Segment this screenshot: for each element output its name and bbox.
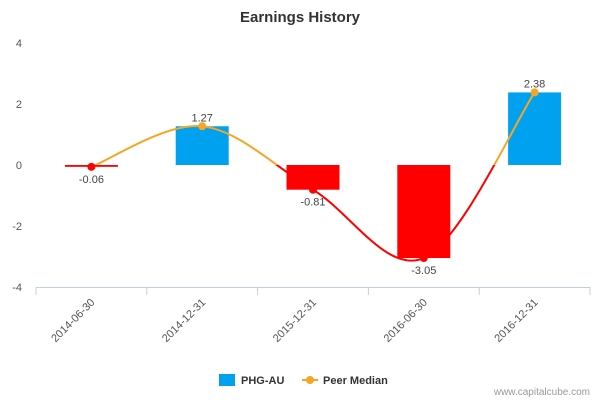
data-label: 1.27 bbox=[191, 112, 212, 124]
data-label: 2.38 bbox=[524, 78, 545, 90]
peer-median-point bbox=[198, 122, 207, 131]
x-tick-label: 2016-12-31 bbox=[492, 297, 540, 345]
chart-title: Earnings History bbox=[240, 9, 361, 26]
legend-item-peer-median[interactable]: Peer Median bbox=[302, 375, 388, 387]
x-tick-label: 2014-06-30 bbox=[49, 297, 97, 345]
data-label: -0.81 bbox=[300, 197, 325, 209]
x-tick-label: 2015-12-31 bbox=[271, 297, 319, 345]
bar bbox=[175, 126, 229, 165]
y-axis-ticks: 4 2 0 -2 -4 bbox=[12, 38, 22, 294]
y-tick-label: -4 bbox=[12, 282, 22, 294]
credit-text[interactable]: www.capitalcube.com bbox=[493, 387, 590, 398]
legend: PHG-AU Peer Median bbox=[219, 374, 388, 387]
bar bbox=[508, 92, 562, 165]
peer-median-point bbox=[419, 254, 428, 263]
data-label: -0.06 bbox=[79, 174, 104, 186]
legend-item-phg-au[interactable]: PHG-AU bbox=[219, 374, 284, 387]
peer-median-line-positive bbox=[93, 91, 536, 165]
bar-series bbox=[64, 92, 562, 259]
y-tick-label: 4 bbox=[16, 38, 22, 50]
data-labels: -0.06 1.27 -0.81 -3.05 2.38 bbox=[79, 78, 545, 277]
y-tick-label: 2 bbox=[16, 99, 22, 111]
legend-label-peer-median: Peer Median bbox=[323, 375, 388, 387]
bar bbox=[397, 165, 451, 259]
x-tick-label: 2016-06-30 bbox=[382, 297, 430, 345]
y-tick-label: 0 bbox=[16, 160, 22, 172]
peer-median-point bbox=[530, 88, 539, 97]
peer-median-point bbox=[309, 185, 317, 194]
legend-label-phg-au: PHG-AU bbox=[241, 375, 284, 387]
legend-marker-peer-median bbox=[306, 376, 314, 384]
x-axis-ticks: 2014-06-30 2014-12-31 2015-12-31 2016-06-30… bbox=[35, 287, 591, 345]
peer-median-series bbox=[87, 88, 539, 263]
data-label: -3.05 bbox=[411, 265, 436, 277]
peer-median-line-negative bbox=[91, 165, 496, 262]
peer-median-point bbox=[87, 162, 96, 171]
y-tick-label: -2 bbox=[12, 221, 22, 233]
legend-swatch-phg-au bbox=[219, 374, 235, 386]
x-tick-label: 2014-12-31 bbox=[160, 297, 208, 345]
